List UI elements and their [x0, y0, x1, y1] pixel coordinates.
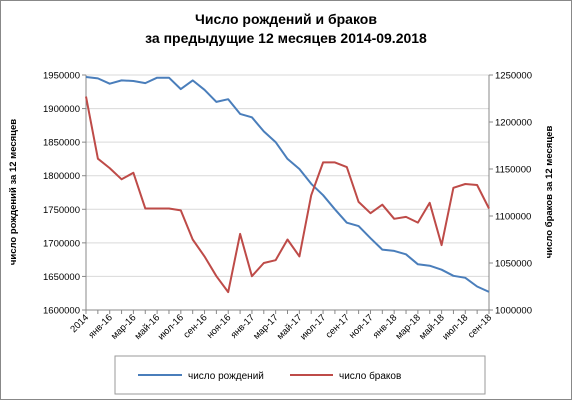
- legend-label-marriages: число браков: [339, 370, 401, 382]
- left-tick-label: 1700000: [43, 238, 80, 249]
- left-axis-label: число рождений за 12 месяцев: [8, 119, 19, 265]
- gridlines: [86, 74, 489, 277]
- left-y-axis-ticks: 1600000 1650000 1700000 1750000 1800000 18500…: [43, 71, 80, 317]
- series-line-births: [85, 76, 490, 293]
- legend-label-births: число рождений: [188, 371, 264, 382]
- left-tick-label: 1800000: [43, 171, 80, 182]
- right-axis-label: число браков за 12 месяцев: [544, 126, 555, 259]
- chart-title-line-1: Число рождений и браков: [195, 11, 377, 27]
- series-lines: [85, 76, 490, 294]
- left-tick-label: 1750000: [43, 205, 80, 216]
- series-line-marriages: [85, 96, 490, 294]
- right-tick-label: 1200000: [495, 118, 532, 129]
- left-tick-label: 1850000: [43, 138, 80, 149]
- right-tick-label: 1150000: [495, 165, 531, 176]
- axes: [82, 74, 493, 314]
- right-tick-label: 1000000: [495, 306, 532, 317]
- left-tick-label: 1600000: [43, 306, 80, 317]
- chart-title-line-2: за предыдущие 12 месяцев 2014-09.2018: [145, 30, 427, 46]
- right-y-axis-ticks: 1000000 1050000 1100000 1150000 1200000 12500…: [495, 71, 532, 317]
- right-tick-label: 1100000: [495, 212, 531, 223]
- right-tick-label: 1050000: [495, 259, 532, 270]
- left-tick-label: 1650000: [43, 272, 80, 283]
- left-tick-label: 1950000: [43, 71, 80, 82]
- left-tick-label: 1900000: [43, 104, 80, 115]
- right-tick-label: 1250000: [495, 71, 532, 82]
